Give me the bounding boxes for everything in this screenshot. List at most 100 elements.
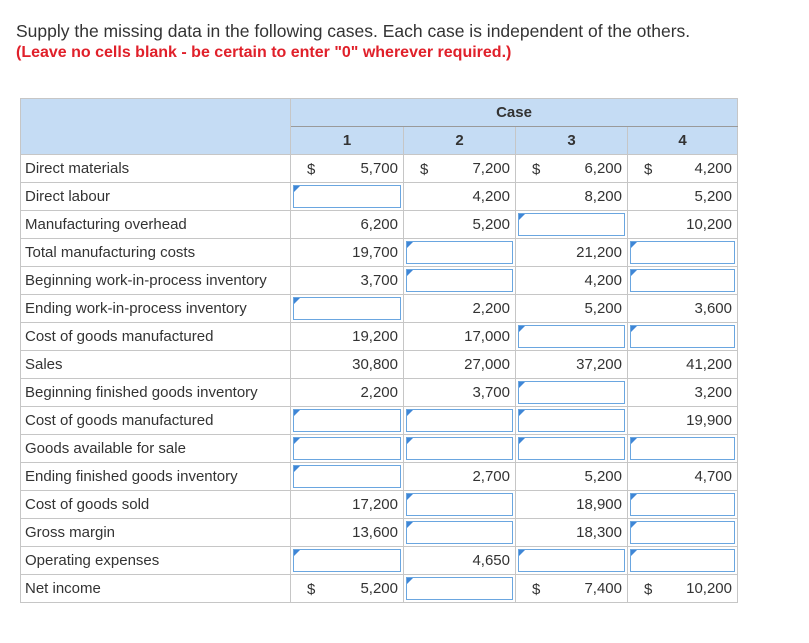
input-box[interactable] [293, 465, 401, 488]
cell: 4,200 [515, 266, 628, 295]
row-label: Total manufacturing costs [20, 238, 291, 267]
input-box[interactable] [406, 577, 513, 600]
cell-value: 30,800 [352, 356, 398, 373]
row: Ending finished goods inventory 2,700 5,20… [20, 462, 738, 491]
instructions-note: (Leave no cells blank - be certain to en… [16, 44, 512, 61]
cell: 3,700 [403, 378, 516, 407]
input-box[interactable] [293, 297, 401, 320]
cell [403, 490, 516, 519]
input-box[interactable] [518, 381, 625, 404]
cell-value: 13,600 [352, 524, 398, 541]
row: Ending work-in-process inventory 2,200 5,2… [20, 294, 738, 323]
currency-sign: $ [307, 581, 316, 598]
input-box[interactable] [518, 437, 625, 460]
row: Direct labour 4,200 8,200 5,200 [20, 182, 738, 211]
input-box[interactable] [293, 549, 401, 572]
row: Operating expenses 4,650 [20, 546, 738, 575]
input-box[interactable] [293, 437, 401, 460]
cell [403, 266, 516, 295]
cell: 17,000 [403, 322, 516, 351]
cell-value: 4,700 [694, 468, 732, 485]
header-blank [20, 98, 291, 155]
input-box[interactable] [406, 409, 513, 432]
cell: 4,700 [627, 462, 738, 491]
cell: 8,200 [515, 182, 628, 211]
currency-sign: $ [307, 161, 316, 178]
cell [403, 574, 516, 603]
cell-value: 41,200 [686, 356, 732, 373]
cell: 3,600 [627, 294, 738, 323]
cell-value: 3,200 [694, 384, 732, 401]
currency-sign: $ [644, 581, 653, 598]
input-box[interactable] [293, 409, 401, 432]
cell: 6,200 [290, 210, 404, 239]
cell [515, 406, 628, 435]
cell-value: 7,200 [472, 160, 510, 177]
row: Beginning finished goods inventory 2,200 3… [20, 378, 738, 407]
currency-sign: $ [532, 161, 541, 178]
cell-value: 5,200 [360, 580, 398, 597]
input-box[interactable] [406, 437, 513, 460]
cell-value: 18,900 [576, 496, 622, 513]
cell-value: 5,200 [694, 188, 732, 205]
input-box[interactable] [518, 325, 625, 348]
row: Manufacturing overhead 6,200 5,200 10,200 [20, 210, 738, 239]
row-label: Cost of goods sold [20, 490, 291, 519]
cell [627, 266, 738, 295]
input-box[interactable] [518, 549, 625, 572]
input-box[interactable] [630, 521, 735, 544]
cell-value: 5,200 [472, 216, 510, 233]
row: Net income $5,200 $7,400 $10,200 [20, 574, 738, 603]
cell-value: 3,700 [360, 272, 398, 289]
input-box[interactable] [630, 269, 735, 292]
input-box[interactable] [406, 269, 513, 292]
cell [627, 518, 738, 547]
cell-value: 10,200 [686, 216, 732, 233]
cell [403, 406, 516, 435]
input-box[interactable] [406, 241, 513, 264]
input-box[interactable] [406, 493, 513, 516]
input-box[interactable] [518, 409, 625, 432]
input-box[interactable] [406, 521, 513, 544]
cell-value: 21,200 [576, 244, 622, 261]
row-label: Net income [20, 574, 291, 603]
cell [627, 490, 738, 519]
cell [290, 434, 404, 463]
cell: 2,200 [290, 378, 404, 407]
cell: $5,700 [290, 154, 404, 183]
cell-value: 4,200 [472, 188, 510, 205]
cell [627, 434, 738, 463]
row-label: Goods available for sale [20, 434, 291, 463]
input-box[interactable] [630, 437, 735, 460]
input-box[interactable] [630, 549, 735, 572]
cell: 21,200 [515, 238, 628, 267]
cell-value: 3,600 [694, 300, 732, 317]
instructions: Supply the missing data in the following… [16, 21, 691, 41]
cell-value: 4,200 [584, 272, 622, 289]
input-box[interactable] [630, 493, 735, 516]
cell [290, 546, 404, 575]
cell [627, 238, 738, 267]
cell-value: 4,200 [694, 160, 732, 177]
cell: 2,200 [403, 294, 516, 323]
cell: $7,200 [403, 154, 516, 183]
row: Cost of goods manufactured 19,200 17,000 [20, 322, 738, 351]
input-box[interactable] [630, 241, 735, 264]
cell-value: 5,200 [584, 468, 622, 485]
input-box[interactable] [630, 325, 735, 348]
row: Goods available for sale [20, 434, 738, 463]
cell [403, 238, 516, 267]
row: Total manufacturing costs 19,700 21,200 [20, 238, 738, 267]
row: Beginning work-in-process inventory 3,700… [20, 266, 738, 295]
cell: 18,900 [515, 490, 628, 519]
input-box[interactable] [293, 185, 401, 208]
cell: 4,200 [403, 182, 516, 211]
input-box[interactable] [518, 213, 625, 236]
cell-value: 2,700 [472, 468, 510, 485]
cell [515, 322, 628, 351]
cell [515, 210, 628, 239]
cell [627, 322, 738, 351]
case-number: 3 [515, 126, 628, 155]
